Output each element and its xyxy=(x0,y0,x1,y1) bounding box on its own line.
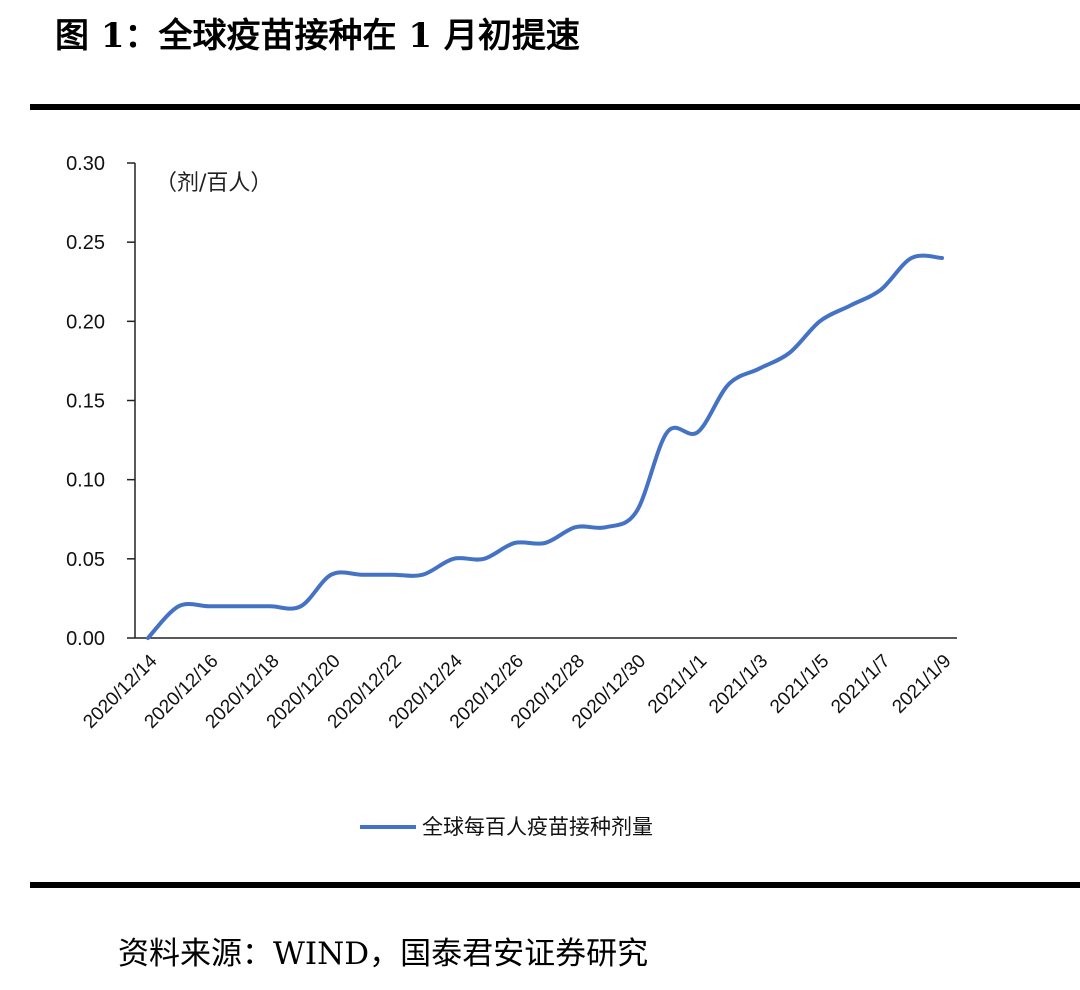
x-tick-labels: 2020/12/142020/12/162020/12/182020/12/20… xyxy=(79,650,955,732)
bottom-rule xyxy=(30,882,1080,888)
chart-axes xyxy=(127,162,957,639)
x-tick-label: 2021/1/7 xyxy=(827,651,894,718)
y-tick-label: 0.10 xyxy=(66,470,105,492)
series-lines xyxy=(146,253,944,640)
y-tick-label: 0.30 xyxy=(66,153,105,175)
y-tick-labels: 0.00 0.05 0.10 0.15 0.20 0.25 0.30 xyxy=(66,153,105,650)
top-rule xyxy=(30,104,1080,110)
series-line xyxy=(146,253,944,640)
unit-label: （剂/百人） xyxy=(155,171,272,196)
x-tick-label: 2021/1/3 xyxy=(705,651,772,718)
y-tick-label: 0.20 xyxy=(66,311,105,333)
y-tick-label: 0.15 xyxy=(66,391,105,413)
source-note: 资料来源：WIND，国泰君安证券研究 xyxy=(118,936,649,972)
y-tick-label: 0.25 xyxy=(66,232,105,254)
x-tick-label: 2021/1/5 xyxy=(766,651,833,718)
legend-label: 全球每百人疫苗接种剂量 xyxy=(422,815,653,839)
y-tick-label: 0.05 xyxy=(66,549,105,571)
x-tick-label: 2021/1/9 xyxy=(888,651,955,718)
x-tick-label: 2021/1/1 xyxy=(644,651,711,718)
legend: 全球每百人疫苗接种剂量 xyxy=(360,815,653,839)
figure-title: 图 1：全球疫苗接种在 1 月初提速 xyxy=(55,16,580,56)
y-tick-label: 0.00 xyxy=(66,628,105,650)
